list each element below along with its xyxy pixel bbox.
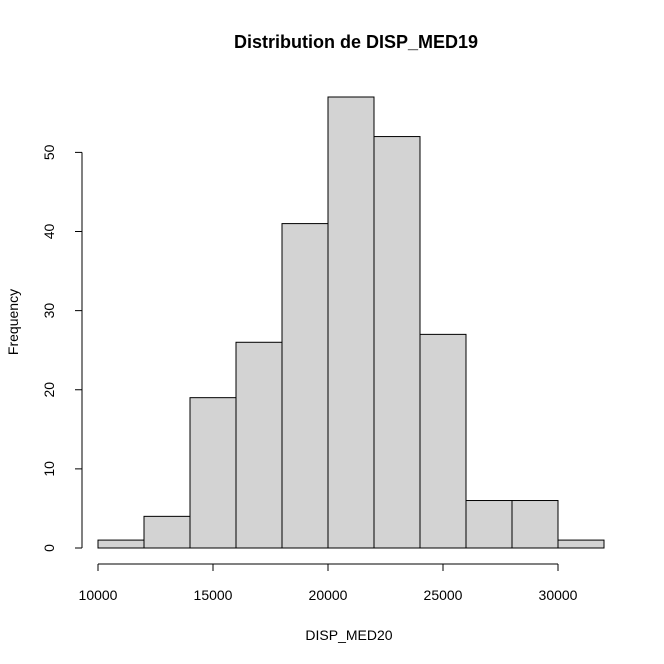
histogram-bar-10 bbox=[511, 500, 559, 549]
x-tick-label-30000: 30000 bbox=[539, 587, 578, 603]
histogram-bar-4 bbox=[235, 341, 283, 549]
histogram-bar-7 bbox=[373, 136, 421, 549]
x-tick-label-15000: 15000 bbox=[194, 587, 233, 603]
x-tick-label-10000: 10000 bbox=[79, 587, 118, 603]
y-tick-label-0: 0 bbox=[41, 544, 57, 552]
histogram-bar-2 bbox=[143, 515, 191, 549]
y-tick-label-50: 50 bbox=[41, 144, 57, 160]
x-axis-label: DISP_MED20 bbox=[305, 627, 392, 643]
histogram-bar-3 bbox=[189, 397, 237, 549]
x-tick-label-25000: 25000 bbox=[424, 587, 463, 603]
y-tick-label-30: 30 bbox=[41, 303, 57, 319]
histogram-bar-1 bbox=[97, 539, 145, 549]
bars-group bbox=[97, 96, 605, 549]
y-tick-label-10: 10 bbox=[41, 461, 57, 477]
chart-title: Distribution de DISP_MED19 bbox=[234, 32, 478, 52]
histogram-bar-6 bbox=[327, 96, 375, 549]
y-axis: 0 10 20 30 40 50 bbox=[41, 144, 83, 552]
y-tick-label-20: 20 bbox=[41, 382, 57, 398]
y-axis-label: Frequency bbox=[5, 289, 21, 355]
histogram-bar-9 bbox=[465, 500, 513, 549]
histogram-bar-5 bbox=[281, 223, 329, 549]
x-tick-label-20000: 20000 bbox=[309, 587, 348, 603]
y-tick-label-40: 40 bbox=[41, 224, 57, 240]
histogram-bar-11 bbox=[557, 539, 605, 549]
x-axis: 10000 15000 20000 25000 30000 bbox=[79, 563, 578, 603]
histogram-bar-8 bbox=[419, 333, 467, 549]
